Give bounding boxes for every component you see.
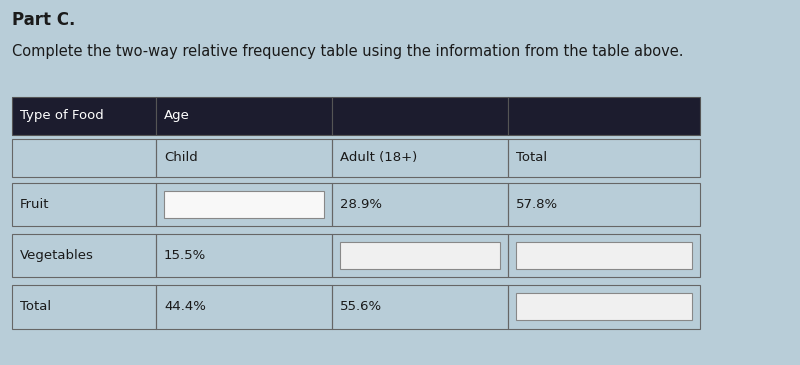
Text: 57.8%: 57.8% xyxy=(516,198,558,211)
Bar xyxy=(12,234,156,277)
Bar xyxy=(516,242,692,269)
Text: Total: Total xyxy=(516,151,547,164)
Bar xyxy=(12,182,156,226)
Bar xyxy=(516,293,692,320)
Text: Total: Total xyxy=(20,300,51,313)
Bar xyxy=(156,182,332,226)
Text: 44.4%: 44.4% xyxy=(164,300,206,313)
Text: Fruit: Fruit xyxy=(20,198,50,211)
Bar xyxy=(332,139,508,177)
Bar xyxy=(508,97,700,135)
Bar xyxy=(12,97,156,135)
Bar xyxy=(12,285,156,328)
Bar xyxy=(508,182,700,226)
Text: Complete the two-way relative frequency table using the information from the tab: Complete the two-way relative frequency … xyxy=(12,44,683,59)
Text: Part C.: Part C. xyxy=(12,11,75,29)
Bar xyxy=(508,234,700,277)
Bar xyxy=(156,234,332,277)
Bar xyxy=(332,97,508,135)
Bar xyxy=(508,139,700,177)
Text: Vegetables: Vegetables xyxy=(20,249,94,262)
Bar xyxy=(156,285,332,328)
Bar xyxy=(156,139,332,177)
Bar xyxy=(332,285,508,328)
Bar xyxy=(332,182,508,226)
Text: 15.5%: 15.5% xyxy=(164,249,206,262)
Text: Adult (18+): Adult (18+) xyxy=(340,151,418,164)
Bar xyxy=(340,242,500,269)
Text: 55.6%: 55.6% xyxy=(340,300,382,313)
Bar xyxy=(156,97,332,135)
Bar xyxy=(508,285,700,328)
Text: Age: Age xyxy=(164,110,190,122)
Text: 28.9%: 28.9% xyxy=(340,198,382,211)
Bar xyxy=(332,234,508,277)
Text: Type of Food: Type of Food xyxy=(20,110,104,122)
Bar xyxy=(12,139,156,177)
Text: Child: Child xyxy=(164,151,198,164)
Bar xyxy=(164,191,324,218)
